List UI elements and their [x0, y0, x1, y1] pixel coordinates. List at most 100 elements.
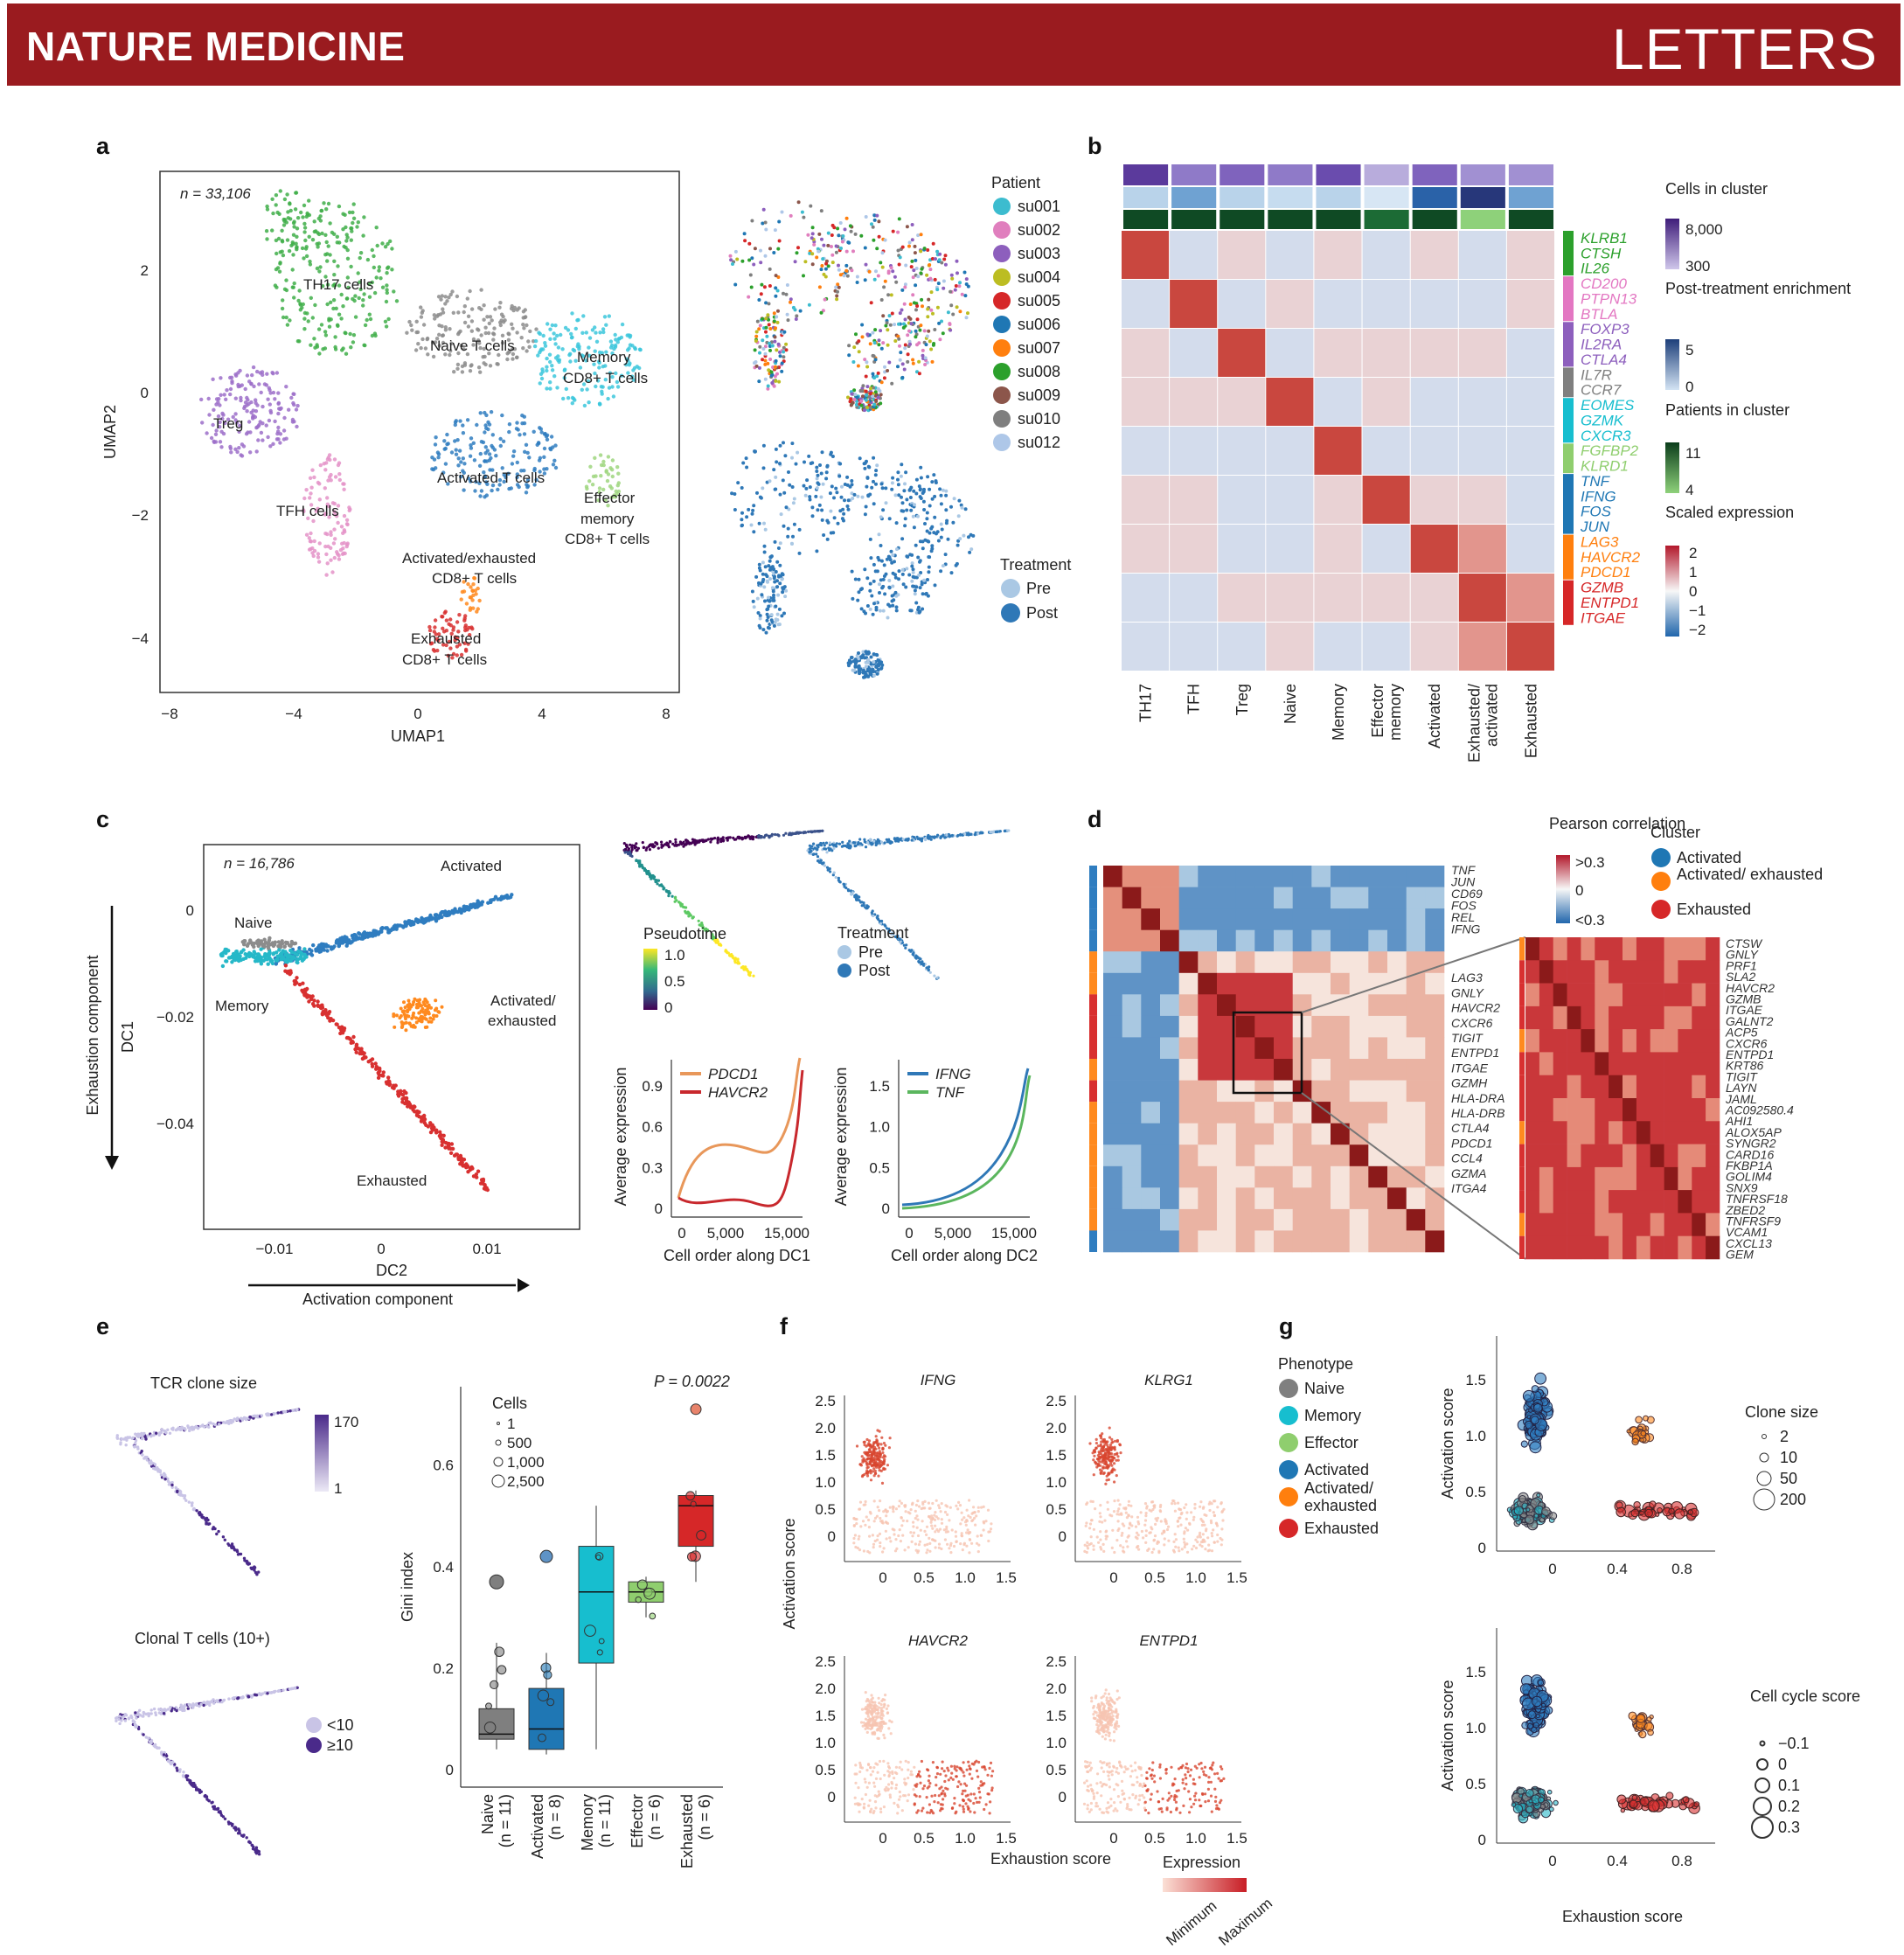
umap-patient-point: [870, 222, 873, 226]
umap-patient-point: [764, 227, 768, 232]
umap-patient-point: [925, 334, 929, 338]
umap-treatment-point: [829, 509, 833, 513]
umap-treatment-point: [782, 524, 786, 528]
umap-treatment-point: [863, 567, 867, 572]
umap-point-activated: [456, 463, 461, 468]
umap-point-memory: [580, 387, 584, 392]
umap-treatment-point: [815, 465, 819, 470]
umap-treatment-point: [918, 586, 922, 590]
pseudotime-point: [636, 848, 639, 852]
umap-point-exhausted: [441, 626, 445, 630]
gene-group-bar: [1563, 580, 1574, 625]
treatc-point: [925, 966, 928, 970]
patient-label: su006: [1018, 316, 1060, 333]
umap-patient-point: [819, 209, 823, 213]
umap-treatment-point: [747, 507, 751, 511]
treatc-point: [815, 852, 818, 856]
zoom-cell: [1525, 937, 1540, 961]
umap-patient-point: [891, 269, 895, 274]
umap-patient-point: [786, 318, 790, 323]
journal-banner: NATURE MEDICINE LETTERS: [7, 3, 1901, 86]
corr-cell: [1406, 1015, 1426, 1038]
umap-treatment-point: [864, 664, 868, 669]
gene-label: IL26: [1581, 261, 1610, 277]
umap-point-activated: [544, 435, 549, 439]
umap-treatment-point: [846, 507, 851, 511]
umap-xtick: −4: [285, 706, 302, 722]
umap-patient-point: [773, 365, 777, 369]
umap-point-th17: [349, 264, 353, 269]
dc-point-actexh: [424, 1008, 428, 1012]
umap-treatment-point: [764, 573, 768, 577]
umap-treatment-point: [755, 490, 759, 495]
umap-treatment-point: [903, 524, 907, 528]
umap-treatment-point: [930, 544, 935, 548]
pseudotime-point: [747, 971, 750, 974]
umap-treatment-point: [865, 667, 870, 671]
umap-treatment-point: [911, 570, 915, 574]
umap-treatment-point: [911, 567, 915, 572]
umap-point-exhausted: [444, 643, 448, 648]
corr-cell: [1141, 1187, 1161, 1210]
corr-cluster-bar: [1089, 1080, 1097, 1103]
umap-point-exhausted: [442, 610, 447, 616]
dc-point-activated: [353, 936, 358, 942]
umap-patient-point: [864, 398, 868, 402]
umap-point-activated: [483, 423, 488, 428]
umap-patient-point: [962, 270, 967, 275]
umap-point-memory: [637, 365, 642, 371]
expression-block: [1410, 427, 1458, 475]
dc-point-actexh: [425, 1000, 429, 1005]
pseudotime-point: [625, 845, 629, 849]
expression-block: [1506, 623, 1554, 671]
dc-point-naive: [268, 936, 272, 941]
corr-cell: [1160, 1015, 1179, 1038]
umap-treatment-point: [752, 530, 756, 534]
gene-group-bar: [1563, 231, 1574, 276]
expression-block: [1506, 329, 1554, 377]
dc-point-activated: [358, 936, 362, 941]
umap-point-naive: [505, 351, 510, 356]
umap-point-naive: [488, 315, 493, 319]
umap-point-th17: [310, 316, 315, 320]
expression-block: [1458, 623, 1506, 671]
corr-cell: [1311, 1208, 1331, 1231]
umap-point-treg: [252, 384, 256, 389]
legend-patients-min: 4: [1685, 482, 1693, 498]
umap-treatment-point: [874, 469, 879, 473]
expression-block: [1170, 231, 1218, 279]
zoom-cell: [1595, 960, 1609, 984]
umap-point-memory: [561, 396, 566, 401]
zoom-cell: [1525, 960, 1540, 984]
treatc-point: [851, 841, 856, 845]
zoom-cell: [1581, 1005, 1595, 1030]
umap-point-tfh: [342, 487, 346, 491]
umap-treatment-point: [786, 526, 790, 531]
umap-point-th17: [323, 330, 328, 334]
corr-cell: [1387, 994, 1407, 1017]
corr-cluster-bar: [1089, 1102, 1097, 1124]
umap-point-tfh: [342, 513, 347, 518]
umap-treatment-point: [962, 533, 966, 538]
umap-patient-point: [774, 286, 778, 290]
umap-point-memory: [578, 365, 583, 370]
treatc-point: [959, 833, 962, 837]
umap-point-activated: [483, 430, 487, 435]
post-enrichment-cell: [1364, 187, 1409, 208]
umap-treatment-point: [969, 547, 974, 552]
umap-treatment-point: [830, 455, 835, 458]
umap-treatment-point: [815, 549, 819, 553]
umap-point-activated: [525, 450, 530, 456]
umap-treatment-point: [843, 498, 846, 503]
umap-point-memory: [608, 371, 613, 375]
dc-point-exhausted: [370, 1061, 374, 1067]
umap-point-memory: [532, 344, 538, 349]
corr-cell: [1103, 1165, 1122, 1188]
corr-cell: [1274, 866, 1293, 887]
corr-cell: [1368, 887, 1388, 909]
gene-group-bar: [1563, 398, 1574, 443]
umap-patient-point: [793, 260, 797, 264]
umap-treatment-point: [881, 584, 886, 588]
umap-treatment-point: [896, 470, 900, 475]
umap-point-activated: [542, 446, 547, 451]
